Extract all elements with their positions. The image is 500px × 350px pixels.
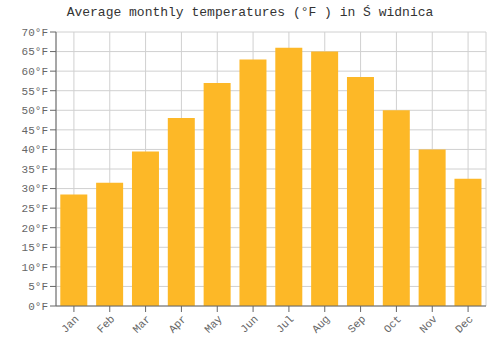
- svg-text:45°F: 45°F: [22, 125, 48, 137]
- svg-text:55°F: 55°F: [22, 86, 48, 98]
- svg-text:Aug: Aug: [310, 313, 332, 335]
- svg-text:40°F: 40°F: [22, 144, 48, 156]
- svg-text:Mar: Mar: [131, 313, 153, 335]
- html-text:Average monthly temperatures (: Average monthly temperatures (°F ) in Ś …: [66, 5, 434, 20]
- svg-text:Sep: Sep: [346, 313, 368, 335]
- svg-text:Jun: Jun: [238, 313, 260, 335]
- svg-text:Oct: Oct: [382, 313, 404, 335]
- svg-text:15°F: 15°F: [22, 242, 48, 254]
- svg-text:Jan: Jan: [59, 313, 81, 335]
- svg-text:60°F: 60°F: [22, 66, 48, 78]
- svg-text:30°F: 30°F: [22, 183, 48, 195]
- svg-text:Jul: Jul: [274, 313, 296, 335]
- svg-text:70°F: 70°F: [22, 27, 48, 39]
- svg-text:Dec: Dec: [453, 313, 475, 335]
- svg-text:10°F: 10°F: [22, 262, 48, 274]
- svg-text:Apr: Apr: [167, 313, 189, 335]
- svg-text:25°F: 25°F: [22, 203, 48, 215]
- svg-text:35°F: 35°F: [22, 164, 48, 176]
- svg-text:May: May: [202, 313, 225, 336]
- svg-text:20°F: 20°F: [22, 223, 48, 235]
- svg-text:65°F: 65°F: [22, 46, 48, 58]
- svg-text:0°F: 0°F: [28, 301, 48, 313]
- svg-text:50°F: 50°F: [22, 105, 48, 117]
- svg-text:5°F: 5°F: [28, 281, 48, 293]
- svg-text:Nov: Nov: [417, 313, 440, 336]
- svg-text:Feb: Feb: [95, 313, 117, 335]
